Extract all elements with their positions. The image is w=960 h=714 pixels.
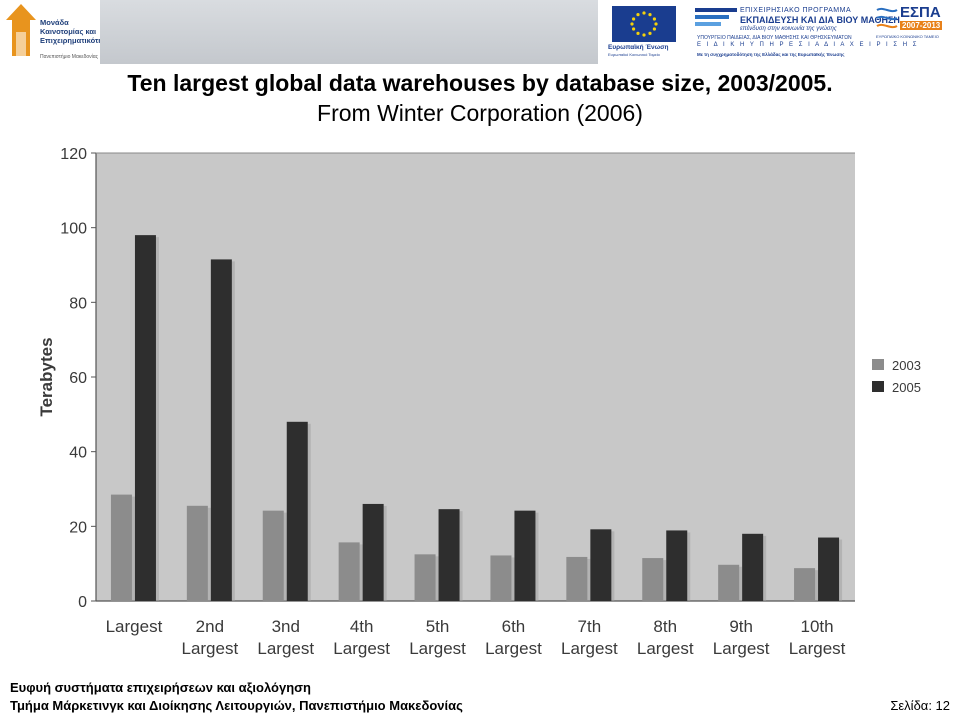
bar-2003-1 <box>110 494 132 601</box>
bar-2003-4 <box>338 542 360 601</box>
bar-2005-9 <box>742 533 764 601</box>
legend-label-2005: 2005 <box>892 380 921 395</box>
bar-2003-6 <box>490 555 512 601</box>
program-name: ΕΠΙΧΕΙΡΗΣΙΑΚΟ ΠΡΟΓΡΑΜΜΑ <box>740 7 852 14</box>
bar-2003-3 <box>262 510 284 601</box>
bar-2003-10 <box>794 568 816 601</box>
x-tick-label: Largest <box>637 639 694 658</box>
x-tick-label: 10th <box>801 617 834 636</box>
x-tick-label: Largest <box>409 639 466 658</box>
cofunding-note: Με τη συγχρηματοδότηση της Ελλάδας και τ… <box>697 52 845 57</box>
eu-caption: Ευρωπαϊκή Ένωση <box>608 44 669 51</box>
x-tick-label: 3nd <box>272 617 300 636</box>
logo-text: Μονάδα Καινοτομίας και Επιχειρηματικότητ… <box>40 18 115 45</box>
bar-2005-4 <box>362 503 384 601</box>
y-tick-label: 20 <box>69 519 87 536</box>
legend-swatch-2003 <box>872 359 884 370</box>
x-tick-label: 6th <box>502 617 526 636</box>
department-name: Τμήμα Μάρκετινγκ και Διοίκησης Λειτουργι… <box>10 698 463 713</box>
y-tick-label: 80 <box>69 295 87 312</box>
y-tick-label: 40 <box>69 445 87 462</box>
y-tick-label: 60 <box>69 370 87 387</box>
x-tick-label: 5th <box>426 617 450 636</box>
x-tick-label: 9th <box>729 617 753 636</box>
bar-2005-3 <box>286 421 308 601</box>
program-slogan: επένδυση στην κοινωνία της γνώσης <box>740 26 837 32</box>
bar-2003-7 <box>566 556 588 601</box>
x-tick-label: 2nd <box>196 617 224 636</box>
y-tick-label: 0 <box>78 594 87 611</box>
program-logo-icon <box>695 8 737 26</box>
university-unit-logo: Μονάδα Καινοτομίας και Επιχειρηματικότητ… <box>0 0 115 64</box>
slide-title: Ten largest global data warehouses by da… <box>127 70 833 96</box>
eu-caption-sub: Ευρωπαϊκό Κοινωνικό Ταμείο <box>608 52 660 57</box>
bar-2003-9 <box>718 564 740 601</box>
espa-logo-icon <box>876 7 898 29</box>
slide-subtitle: From Winter Corporation (2006) <box>317 100 643 126</box>
bar-2005-5 <box>438 509 460 601</box>
x-tick-label: 7th <box>578 617 602 636</box>
course-title: Ευφυή συστήματα επιχειρήσεων και αξιολόγ… <box>10 680 311 695</box>
bar-2005-6 <box>514 510 536 601</box>
house-logo-icon <box>6 4 36 56</box>
bar-2005-1 <box>134 235 156 601</box>
legend-swatch-2005 <box>872 381 884 392</box>
y-tick-label: 100 <box>60 221 87 238</box>
y-axis-label: Terabytes <box>37 337 56 416</box>
bar-2003-5 <box>414 554 436 601</box>
bar-2003-2 <box>186 505 208 601</box>
program-title: ΕΚΠΑΙΔΕΥΣΗ ΚΑΙ ΔΙΑ ΒΙΟΥ ΜΑΘΗΣΗ <box>740 15 900 25</box>
banner-background <box>100 0 598 64</box>
x-tick-label: Largest <box>257 639 314 658</box>
page-number: Σελίδα: 12 <box>890 698 950 713</box>
header-banner: Μονάδα Καινοτομίας και Επιχειρηματικότητ… <box>0 0 960 64</box>
x-tick-label: Largest <box>561 639 618 658</box>
logo-subtitle: Πανεπιστήμιο Μακεδονίας <box>40 54 99 60</box>
ministry-name: ΥΠΟΥΡΓΕΙΟ ΠΑΙΔΕΙΑΣ, ΔΙΑ ΒΙΟΥ ΜΑΘΗΣΗΣ ΚΑΙ… <box>697 35 852 41</box>
eu-flag-icon <box>612 6 676 42</box>
bar-2003-8 <box>642 558 664 601</box>
bar-2005-7 <box>590 529 612 601</box>
x-tick-label: Largest <box>333 639 390 658</box>
x-tick-label: Largest <box>485 639 542 658</box>
x-tick-label: Largest <box>789 639 846 658</box>
x-tick-label: Largest <box>713 639 770 658</box>
bar-chart: 0 20 40 60 80 100 120 Terabytes Largest 2nd Larges… <box>37 146 921 658</box>
bar-2005-10 <box>818 537 840 601</box>
legend-label-2003: 2003 <box>892 358 921 373</box>
y-tick-label: 120 <box>60 146 87 163</box>
espa-title: ΕΣΠΑ <box>900 4 941 21</box>
bar-2005-8 <box>666 530 688 601</box>
management-service: Ε Ι Δ Ι Κ Η Υ Π Η Ρ Ε Σ Ι Α Δ Ι Α Χ Ε Ι … <box>697 42 919 48</box>
espa-subtitle: ΕΥΡΩΠΑΪΚΟ ΚΟΙΝΩΝΙΚΟ ΤΑΜΕΙΟ <box>876 34 939 39</box>
x-tick-label: Largest <box>106 617 163 636</box>
bar-2005-2 <box>210 259 232 601</box>
x-tick-label: 4th <box>350 617 374 636</box>
x-tick-label: 8th <box>653 617 677 636</box>
espa-years: 2007-2013 <box>900 21 943 30</box>
x-tick-label: Largest <box>181 639 238 658</box>
